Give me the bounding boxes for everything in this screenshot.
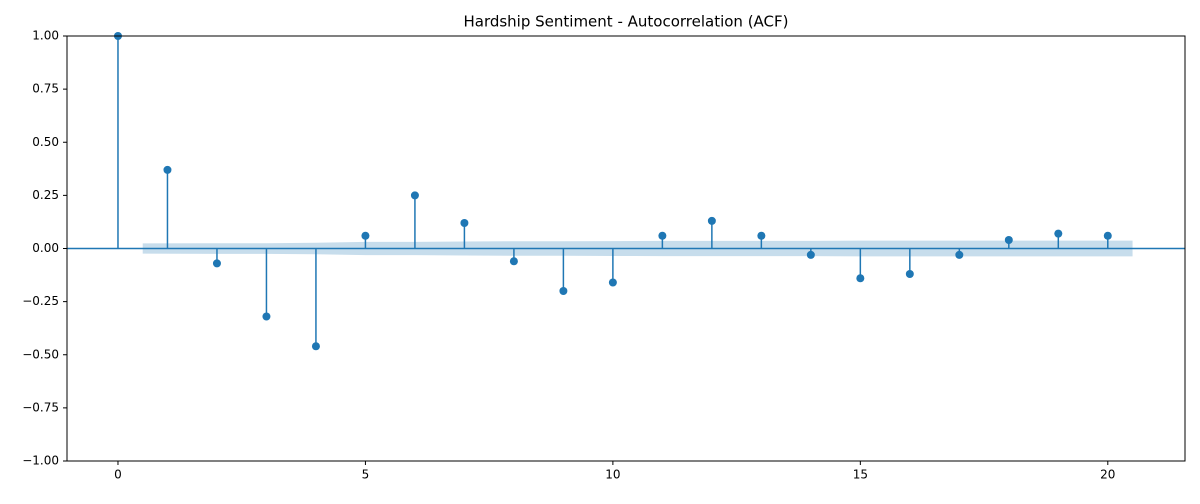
stem-marker — [856, 274, 865, 283]
stem-marker — [806, 250, 815, 259]
x-tick-label: 0 — [114, 468, 122, 482]
y-tick-label: −0.75 — [22, 400, 59, 414]
y-tick-label: 0.25 — [32, 188, 59, 202]
stem-marker — [361, 231, 370, 240]
stem-marker — [559, 287, 568, 295]
y-tick-label: 0.75 — [32, 82, 59, 96]
x-tick-label: 10 — [605, 468, 620, 482]
stem-marker — [1103, 231, 1112, 240]
y-tick-label: −1.00 — [22, 454, 59, 468]
y-tick-label: −0.25 — [22, 294, 59, 308]
x-tick-label: 5 — [362, 468, 370, 482]
stem-marker — [410, 191, 419, 200]
stem-marker — [1004, 236, 1013, 244]
stem-marker — [757, 231, 766, 240]
stem-marker — [509, 257, 518, 266]
stem-marker — [1054, 229, 1063, 238]
y-tick-label: 0.50 — [32, 135, 59, 149]
y-tick-label: −0.50 — [22, 347, 59, 361]
stem-marker — [262, 312, 271, 321]
y-tick-label: 1.00 — [32, 29, 59, 43]
stem-marker — [707, 216, 716, 225]
stem-marker — [163, 165, 172, 174]
y-tick-label: 0.00 — [32, 241, 59, 255]
stem-marker — [212, 259, 221, 268]
x-tick-label: 20 — [1100, 468, 1115, 482]
stem-marker — [460, 219, 469, 227]
stem-marker — [608, 278, 617, 287]
stem-marker — [955, 250, 964, 259]
x-tick-label: 15 — [853, 468, 868, 482]
stem-marker — [658, 231, 667, 240]
stem-marker — [905, 270, 914, 278]
chart-title: Hardship Sentiment - Autocorrelation (AC… — [463, 13, 788, 31]
stem-marker — [311, 342, 320, 351]
